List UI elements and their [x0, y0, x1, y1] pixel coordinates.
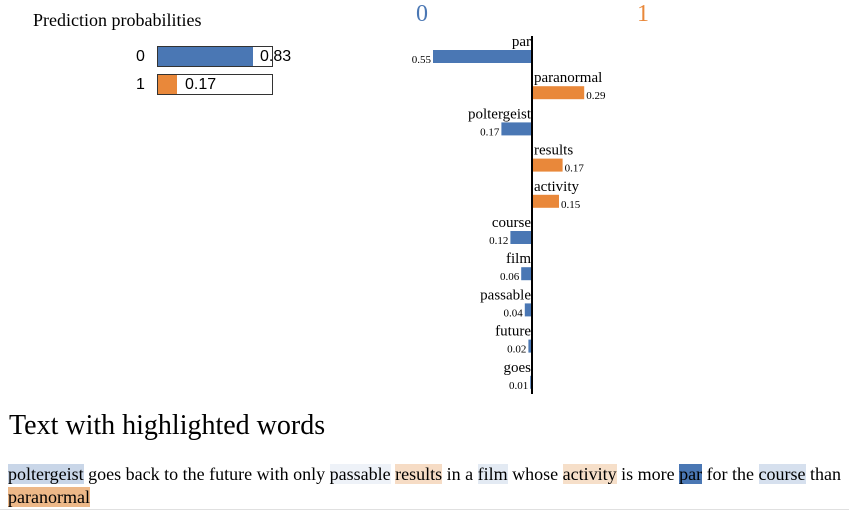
highlighted-text-body: poltergeist goes back to the future with… — [8, 463, 846, 509]
feature-weight-label: 0.12 — [489, 235, 508, 247]
feature-weight-label: 0.02 — [507, 344, 526, 356]
feature-bar-course — [510, 231, 532, 244]
class-header-1: 1 — [637, 1, 649, 27]
highlighted-word: activity — [562, 464, 617, 484]
feature-weight-label: 0.29 — [586, 90, 606, 102]
feature-weight-label: 0.06 — [500, 271, 520, 283]
feature-word-label: par — [512, 34, 531, 50]
probability-bar-frame — [157, 74, 273, 95]
highlighted-word: poltergeist — [8, 464, 84, 484]
feature-bar-poltergeist — [501, 122, 532, 136]
feature-weight-label: 0.17 — [565, 163, 585, 175]
divider — [0, 509, 849, 510]
feature-bar-passable — [524, 303, 532, 317]
highlighted-word: results — [395, 464, 443, 484]
feature-weight-label: 0.15 — [561, 199, 581, 211]
feature-word-label: future — [495, 324, 531, 340]
probability-class-label: 1 — [136, 76, 145, 93]
probability-class-label: 0 — [136, 48, 145, 65]
feature-bar-film — [521, 267, 532, 281]
feature-weight-label: 0.04 — [504, 307, 524, 319]
probability-row-class-0: 0 0.83 — [136, 46, 436, 67]
highlighted-word: par — [679, 464, 703, 484]
class-header-0: 0 — [416, 1, 428, 27]
feature-word-label: paranormal — [534, 70, 602, 86]
feature-bar-future — [528, 339, 532, 353]
feature-weight-label: 0.01 — [509, 380, 528, 392]
prediction-probabilities-title: Prediction probabilities — [33, 10, 202, 30]
highlighted-word: course — [758, 464, 806, 484]
probability-bar-frame — [157, 46, 273, 67]
feature-bar-par — [433, 50, 532, 63]
feature-word-label: activity — [534, 179, 579, 195]
probability-value: 0.17 — [185, 76, 217, 93]
feature-word-label: results — [534, 143, 573, 159]
feature-word-label: passable — [480, 287, 531, 303]
feature-bar-paranormal — [532, 86, 585, 100]
feature-weights-chart: par 0.55 paranormal 0.29 poltergeist 0.17 resu… — [412, 34, 606, 394]
highlighted-word: film — [477, 464, 508, 484]
probability-bar — [158, 47, 253, 66]
highlighted-word: paranormal — [8, 487, 90, 507]
probability-bar — [158, 75, 177, 94]
text-span: whose — [507, 464, 563, 484]
feature-word-label: course — [492, 215, 531, 231]
feature-bar-results — [532, 158, 563, 172]
feature-weight-label: 0.55 — [412, 54, 432, 66]
text-span: for the — [702, 464, 759, 484]
highlighted-word: passable — [329, 464, 391, 484]
feature-word-label: film — [506, 251, 531, 267]
text-span: goes back to the future with only — [83, 464, 330, 484]
highlighted-text-title: Text with highlighted words — [9, 410, 326, 441]
probability-row-class-1: 1 0.17 — [136, 74, 436, 95]
text-span: than — [805, 464, 846, 484]
feature-word-label: poltergeist — [468, 106, 532, 122]
text-span: is more — [616, 464, 680, 484]
feature-word-label: goes — [504, 360, 532, 376]
text-span: in a — [442, 464, 478, 484]
feature-weight-label: 0.17 — [480, 126, 500, 138]
feature-bar-activity — [532, 194, 559, 208]
probability-value: 0.83 — [260, 48, 292, 65]
